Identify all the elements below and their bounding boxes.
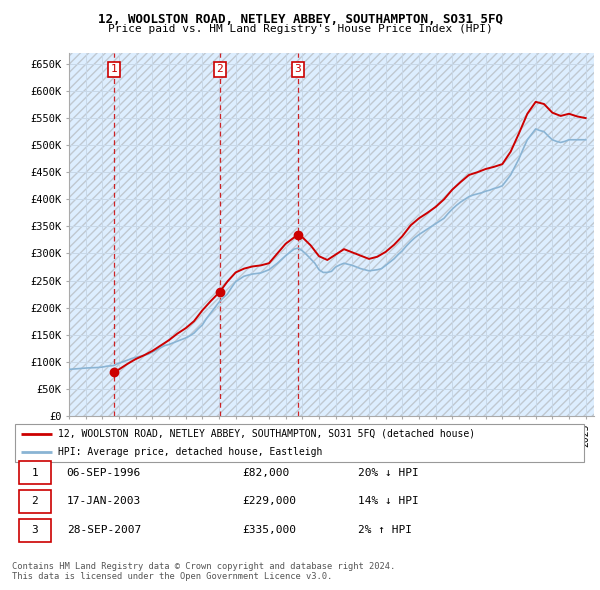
Text: 1: 1 bbox=[31, 467, 38, 477]
Text: 14% ↓ HPI: 14% ↓ HPI bbox=[358, 496, 418, 506]
Text: 12, WOOLSTON ROAD, NETLEY ABBEY, SOUTHAMPTON, SO31 5FQ: 12, WOOLSTON ROAD, NETLEY ABBEY, SOUTHAM… bbox=[97, 13, 503, 26]
Text: 2: 2 bbox=[216, 64, 223, 74]
Text: 2% ↑ HPI: 2% ↑ HPI bbox=[358, 525, 412, 535]
Text: £82,000: £82,000 bbox=[242, 467, 290, 477]
Text: 17-JAN-2003: 17-JAN-2003 bbox=[67, 496, 141, 506]
FancyBboxPatch shape bbox=[19, 461, 50, 484]
Text: 28-SEP-2007: 28-SEP-2007 bbox=[67, 525, 141, 535]
FancyBboxPatch shape bbox=[19, 519, 50, 542]
Text: 1: 1 bbox=[110, 64, 117, 74]
Text: HPI: Average price, detached house, Eastleigh: HPI: Average price, detached house, East… bbox=[58, 447, 322, 457]
FancyBboxPatch shape bbox=[19, 490, 50, 513]
Text: £229,000: £229,000 bbox=[242, 496, 296, 506]
FancyBboxPatch shape bbox=[15, 424, 584, 463]
Text: 3: 3 bbox=[31, 525, 38, 535]
Text: Contains HM Land Registry data © Crown copyright and database right 2024.
This d: Contains HM Land Registry data © Crown c… bbox=[12, 562, 395, 581]
Text: Price paid vs. HM Land Registry's House Price Index (HPI): Price paid vs. HM Land Registry's House … bbox=[107, 24, 493, 34]
Text: 3: 3 bbox=[295, 64, 301, 74]
Text: 20% ↓ HPI: 20% ↓ HPI bbox=[358, 467, 418, 477]
Text: 06-SEP-1996: 06-SEP-1996 bbox=[67, 467, 141, 477]
Text: 12, WOOLSTON ROAD, NETLEY ABBEY, SOUTHAMPTON, SO31 5FQ (detached house): 12, WOOLSTON ROAD, NETLEY ABBEY, SOUTHAM… bbox=[58, 429, 475, 439]
Text: 2: 2 bbox=[31, 496, 38, 506]
Text: £335,000: £335,000 bbox=[242, 525, 296, 535]
